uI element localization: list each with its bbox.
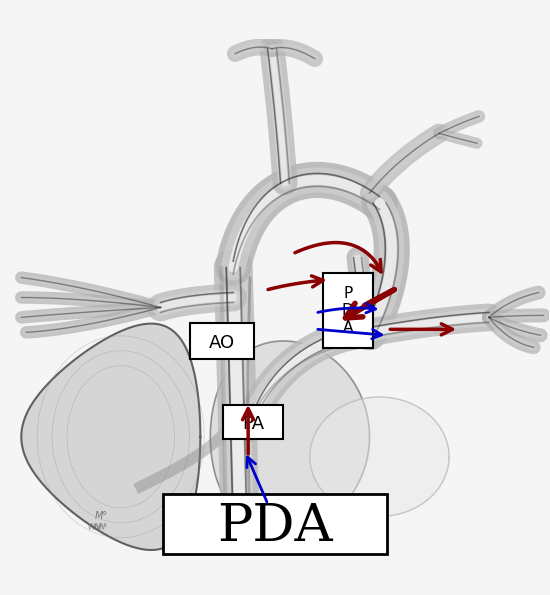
FancyBboxPatch shape (163, 493, 387, 554)
Text: PDA: PDA (217, 501, 333, 552)
Polygon shape (210, 341, 370, 533)
FancyBboxPatch shape (223, 405, 283, 439)
Text: P
D
A: P D A (342, 286, 354, 336)
Text: AO: AO (209, 334, 235, 352)
FancyBboxPatch shape (323, 273, 372, 348)
Polygon shape (21, 324, 200, 550)
Text: M°: M° (94, 511, 107, 521)
Polygon shape (310, 397, 449, 516)
Text: PA: PA (242, 415, 264, 433)
FancyBboxPatch shape (190, 323, 254, 359)
